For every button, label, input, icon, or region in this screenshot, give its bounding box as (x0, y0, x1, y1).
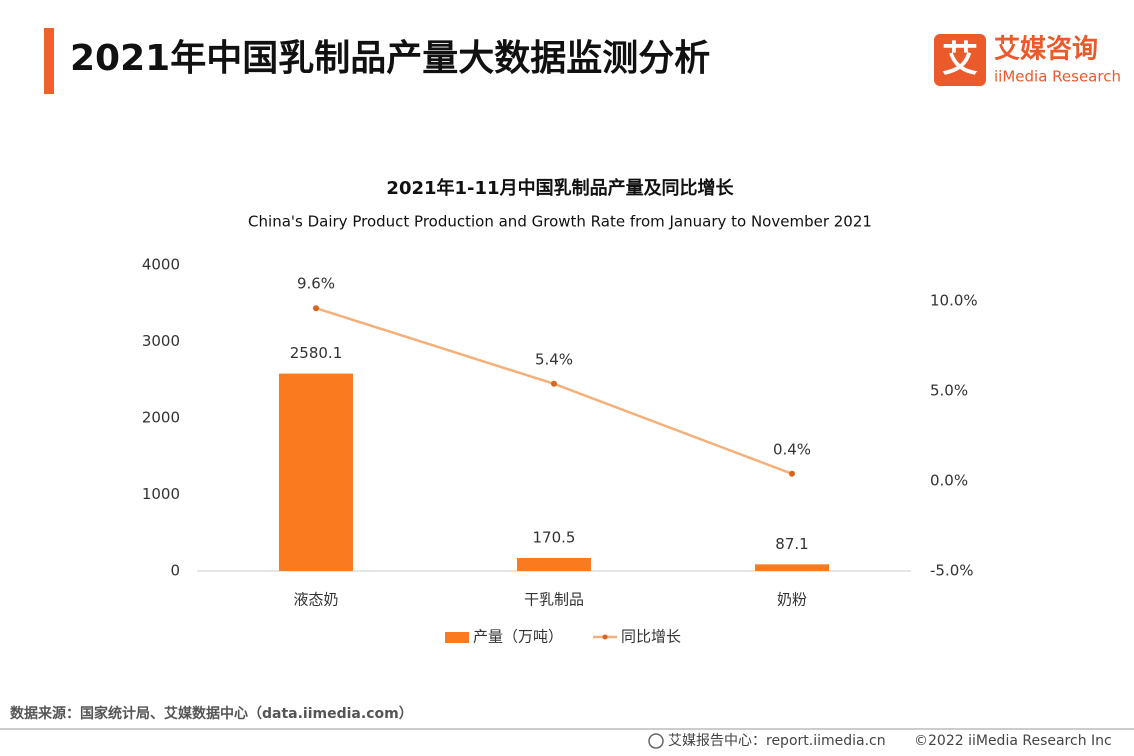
y2-tick-label: 10.0% (930, 292, 978, 310)
x-tick-label: 奶粉 (777, 591, 807, 609)
y-tick-label: 0 (170, 562, 180, 580)
title-accent (44, 28, 54, 94)
logo-icon-bg (934, 34, 986, 86)
chart-title: 2021年1-11月中国乳制品产量及同比增长 (386, 177, 734, 199)
page-title: 2021年中国乳制品产量大数据监测分析 (70, 38, 710, 79)
data-label: 170.5 (533, 528, 576, 546)
line-point (313, 305, 319, 312)
legend-swatch (445, 632, 469, 643)
y-tick-label: 1000 (142, 485, 180, 503)
bar (279, 373, 353, 571)
legend-label: 同比增长 (621, 628, 681, 646)
y-tick-label: 2000 (142, 409, 180, 427)
data-label: 87.1 (775, 535, 808, 553)
data-label: 9.6% (297, 275, 335, 293)
y2-tick-label: 0.0% (930, 472, 968, 490)
line-point (789, 470, 795, 477)
bar (517, 557, 591, 571)
x-tick-label: 干乳制品 (524, 591, 584, 609)
report-site: 艾媒报告中心：report.iimedia.cn (668, 733, 886, 749)
y2-tick-label: -5.0% (930, 562, 974, 580)
chart-subtitle: China's Dairy Product Production and Gro… (248, 213, 872, 231)
data-label: 5.4% (535, 350, 573, 368)
line (315, 307, 793, 475)
y2-tick-label: 5.0% (930, 382, 968, 400)
globe-icon (648, 733, 664, 749)
logo-icon: 艾 (942, 39, 978, 80)
bar (755, 564, 829, 571)
legend-label: 产量（万吨） (473, 628, 563, 646)
x-tick-label: 液态奶 (293, 591, 338, 609)
source: 数据来源：国家统计局、艾媒数据中心（data.iimedia.com） (10, 705, 413, 722)
y-tick-label: 3000 (142, 332, 180, 350)
y-tick-label: 4000 (142, 256, 180, 274)
line-point (551, 380, 557, 387)
data-label: 2580.1 (290, 344, 343, 362)
logo-name: 艾媒咨询 (994, 34, 1098, 65)
copyright: ©2022 iiMedia Research Inc (914, 733, 1112, 749)
legend-swatch-dot (602, 634, 608, 640)
data-label: 0.4% (773, 440, 811, 458)
logo-sub: iiMedia Research (994, 68, 1121, 86)
